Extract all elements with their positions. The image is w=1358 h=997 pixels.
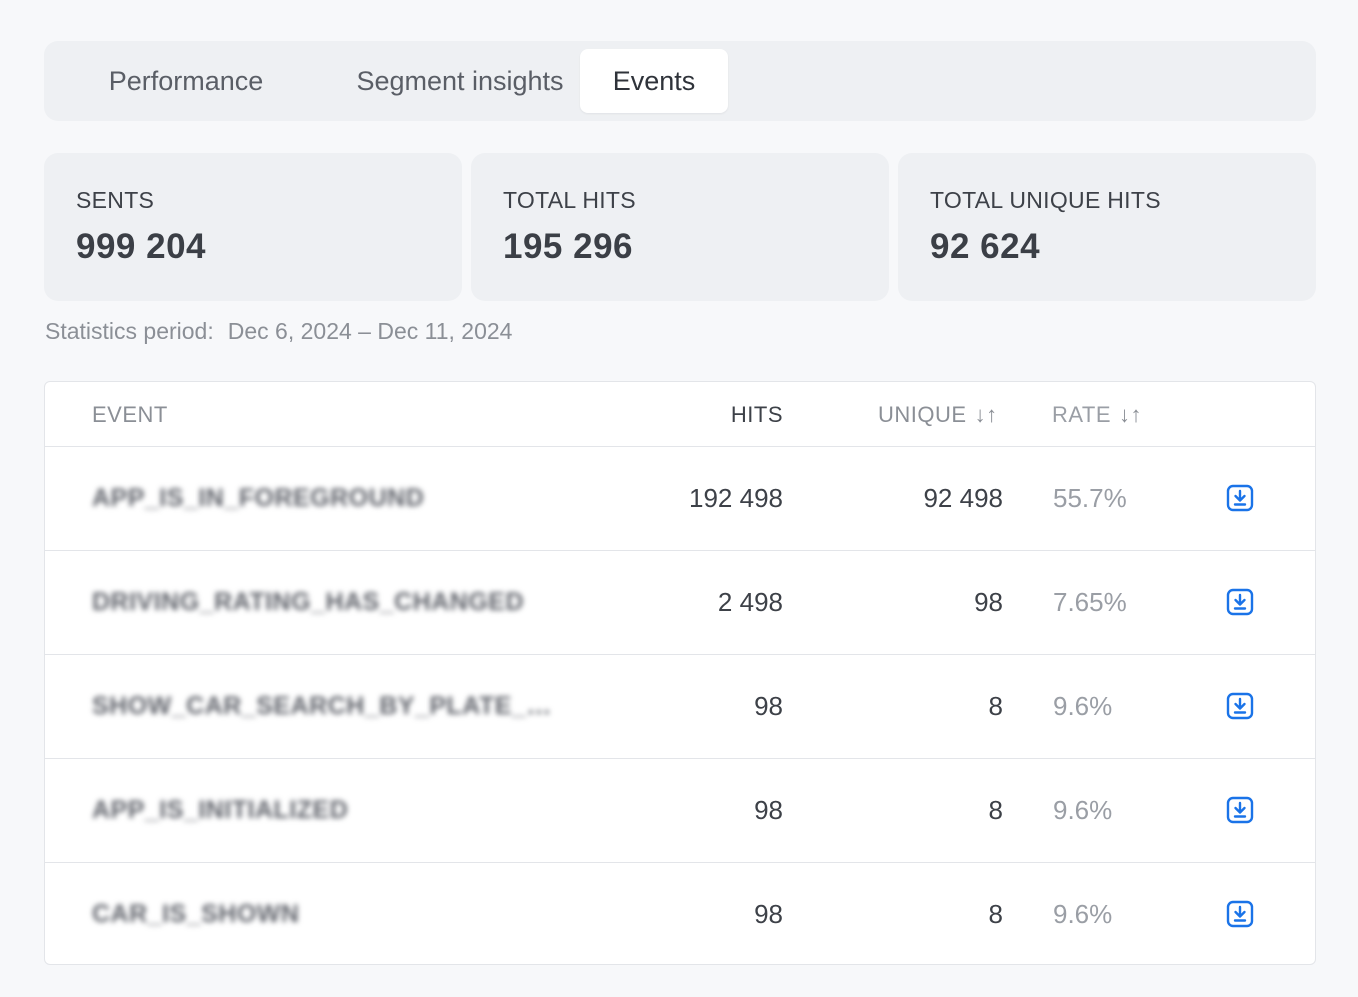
rate-value: 7.65%	[1053, 587, 1127, 617]
table-row: SHOW_CAR_SEARCH_BY_PLATE_NUMBER 98 8 9.6…	[45, 655, 1315, 759]
table-row: CAR_IS_SHOWN 98 8 9.6%	[45, 863, 1315, 964]
rate-value: 9.6%	[1053, 691, 1113, 721]
unique-value: 92 498	[923, 483, 1003, 513]
table-row: DRIVING_RATING_HAS_CHANGED 2 498 98 7.65…	[45, 551, 1315, 655]
tab-segment-insights[interactable]: Segment insights	[356, 66, 564, 96]
table-row: APP_IS_IN_FOREGROUND 192 498 92 498 55.7…	[45, 447, 1315, 551]
stat-card-total-unique-hits: TOTAL UNIQUE HITS 92 624	[898, 153, 1316, 301]
rate-value: 55.7%	[1053, 483, 1127, 513]
stat-label: TOTAL HITS	[503, 187, 636, 213]
stat-card-total-hits: TOTAL HITS 195 296	[471, 153, 889, 301]
stat-value: 195 296	[503, 227, 634, 266]
rate-value: 9.6%	[1053, 795, 1113, 825]
unique-value: 98	[974, 587, 1003, 617]
column-header-unique-label: UNIQUE	[878, 402, 967, 427]
column-header-rate-label: RATE	[1052, 402, 1112, 427]
hits-value: 98	[754, 899, 783, 929]
stat-value: 92 624	[930, 227, 1041, 266]
period-value: Dec 6, 2024 – Dec 11, 2024	[227, 318, 513, 344]
download-icon[interactable]	[1226, 900, 1254, 928]
download-icon[interactable]	[1226, 588, 1254, 616]
sort-icon[interactable]: ↓↑	[1119, 402, 1143, 427]
event-name: APP_IS_IN_FOREGROUND	[92, 484, 425, 512]
stat-label: TOTAL UNIQUE HITS	[930, 187, 1161, 213]
download-icon[interactable]	[1226, 692, 1254, 720]
rate-value: 9.6%	[1053, 899, 1113, 929]
stat-label: SENTS	[76, 187, 155, 213]
column-header-hits: HITS	[730, 402, 783, 427]
column-header-rate[interactable]: RATE ↓↑	[1052, 402, 1142, 428]
event-name: APP_IS_INITIALIZED	[92, 796, 349, 824]
event-name: SHOW_CAR_SEARCH_BY_PLATE_NUMBER	[92, 692, 557, 720]
unique-value: 8	[988, 899, 1003, 929]
hits-value: 2 498	[717, 587, 783, 617]
hits-value: 192 498	[689, 483, 783, 513]
hits-value: 98	[754, 691, 783, 721]
table-row: APP_IS_INITIALIZED 98 8 9.6%	[45, 759, 1315, 863]
unique-value: 8	[988, 691, 1003, 721]
tab-events[interactable]: Events	[580, 49, 728, 113]
download-icon[interactable]	[1226, 796, 1254, 824]
table-header: EVENT HITS UNIQUE ↓↑ RATE ↓↑	[45, 382, 1315, 447]
stat-value: 999 204	[76, 227, 207, 266]
sort-icon[interactable]: ↓↑	[974, 402, 998, 427]
column-header-unique[interactable]: UNIQUE ↓↑	[878, 402, 998, 428]
hits-value: 98	[754, 795, 783, 825]
stat-card-sents: SENTS 999 204	[44, 153, 462, 301]
tab-bar: Performance Segment insights Events	[44, 41, 1316, 121]
column-header-event: EVENT	[92, 402, 168, 427]
events-table: EVENT HITS UNIQUE ↓↑ RATE ↓↑ APP_IS_IN_FOR…	[44, 381, 1316, 965]
event-name: CAR_IS_SHOWN	[92, 900, 300, 928]
unique-value: 8	[988, 795, 1003, 825]
tab-performance[interactable]: Performance	[108, 66, 264, 96]
download-icon[interactable]	[1226, 484, 1254, 512]
statistics-period: Statistics period: Dec 6, 2024 – Dec 11, …	[45, 318, 512, 345]
period-label: Statistics period:	[45, 318, 214, 344]
event-name: DRIVING_RATING_HAS_CHANGED	[92, 588, 525, 616]
